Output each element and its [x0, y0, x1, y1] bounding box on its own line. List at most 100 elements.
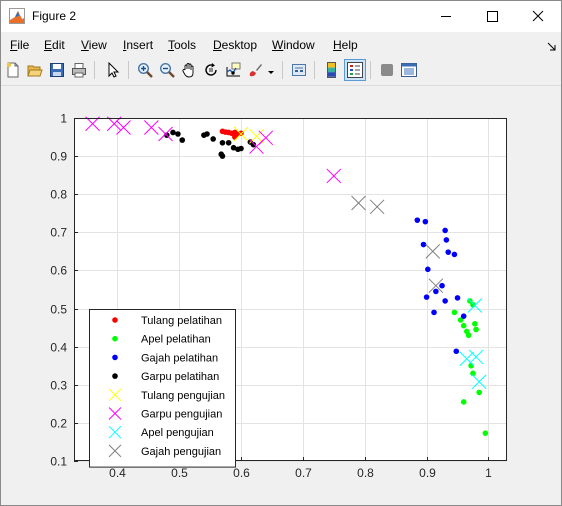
legend-marker — [108, 425, 122, 439]
y-tick-label: 0.6 — [50, 264, 67, 278]
title-bar[interactable]: Figure 2 — [1, 1, 561, 32]
menu-edit[interactable]: Edit — [44, 38, 65, 52]
x-tick-label: 0.7 — [295, 466, 312, 480]
data-point-x — [158, 126, 173, 142]
matlab-logo-icon — [9, 8, 25, 24]
data-point-x — [116, 120, 131, 135]
data-point — [460, 322, 467, 329]
data-point — [250, 141, 257, 148]
minimize-button[interactable] — [423, 1, 469, 32]
legend-marker — [112, 317, 118, 323]
figure-toolbar — [1, 56, 561, 86]
rotate-3d-icon[interactable] — [200, 59, 222, 81]
pan-hand-icon[interactable] — [178, 59, 200, 81]
data-point-x — [258, 130, 274, 146]
data-point — [445, 249, 452, 255]
data-point-x — [471, 374, 487, 390]
data-point — [179, 137, 186, 143]
data-point-x — [351, 195, 366, 211]
data-point — [431, 309, 437, 316]
legend-marker — [112, 373, 118, 379]
data-point — [232, 134, 238, 140]
data-point — [454, 295, 461, 301]
axes-box — [74, 118, 507, 461]
menu-insert[interactable]: Insert — [123, 38, 154, 52]
select-arrow-icon[interactable] — [102, 59, 124, 81]
figure-canvas[interactable]: 0.4 0.5 0.6 0.7 0.8 0.9 1 0.1 0.2 0.3 0.4 0.5 0.6 0.7… — [1, 86, 561, 505]
hide-plot-tools-icon[interactable] — [376, 59, 398, 81]
dock-arrow-icon[interactable] — [547, 39, 557, 57]
menu-tools[interactable]: Tools — [168, 38, 197, 52]
data-cursor-icon[interactable] — [222, 59, 244, 81]
show-plot-tools-icon[interactable] — [398, 59, 420, 81]
data-point — [175, 131, 181, 137]
maximize-button[interactable] — [469, 1, 515, 32]
legend-label: Apel pelatihan — [141, 334, 211, 346]
data-point — [219, 153, 226, 159]
y-tick-label: 0.3 — [50, 379, 67, 393]
data-point — [230, 144, 237, 151]
series-6 — [459, 298, 487, 390]
series-7 — [351, 195, 444, 294]
series-2 — [414, 217, 467, 355]
data-point — [482, 430, 489, 436]
data-point — [439, 282, 445, 289]
legend-label: Tulang pengujian — [141, 390, 225, 402]
link-plot-icon[interactable] — [288, 59, 310, 81]
data-point — [465, 332, 472, 339]
data-point — [443, 237, 450, 243]
legend-marker — [108, 444, 122, 458]
print-icon[interactable] — [68, 59, 90, 81]
y-tick-label: 0.7 — [50, 226, 67, 240]
colorbar-icon[interactable] — [322, 59, 344, 81]
data-point — [442, 227, 448, 234]
scatter-plot[interactable]: 0.4 0.5 0.6 0.7 0.8 0.9 1 0.1 0.2 0.3 0.4 0.5 0.6 0.7… — [1, 86, 561, 505]
brush-dropdown-icon[interactable] — [265, 59, 277, 81]
data-point-x — [143, 120, 159, 135]
data-point — [472, 321, 478, 327]
close-button[interactable] — [515, 1, 561, 32]
legend-icon[interactable] — [344, 59, 366, 81]
data-point-x — [326, 168, 342, 184]
y-tick-label: 0.9 — [50, 150, 67, 164]
new-figure-icon[interactable] — [2, 59, 24, 81]
zoom-out-icon[interactable] — [156, 59, 178, 81]
zoom-in-icon[interactable] — [134, 59, 156, 81]
data-point — [423, 294, 430, 300]
x-tick-label: 0.5 — [171, 466, 188, 480]
data-point-x — [249, 128, 264, 144]
data-point — [453, 348, 460, 355]
save-icon[interactable] — [46, 59, 68, 81]
legend-label: Tulang pelatihan — [141, 315, 222, 327]
data-point — [451, 309, 458, 316]
menu-bar: File Edit View Insert Tools Desktop Wind… — [1, 35, 561, 55]
legend-label: Garpu pengujian — [141, 409, 222, 421]
data-point-x — [467, 298, 483, 313]
menu-help[interactable]: Help — [333, 38, 358, 52]
data-point — [425, 266, 431, 273]
menu-view[interactable]: View — [81, 38, 107, 52]
data-point — [476, 389, 482, 396]
y-tick-label: 0.2 — [50, 417, 67, 431]
data-point — [457, 317, 464, 323]
window-title: Figure 2 — [32, 9, 77, 23]
menu-file[interactable]: File — [10, 38, 30, 52]
menu-desktop[interactable]: Desktop — [213, 38, 258, 52]
menu-window[interactable]: Window — [272, 38, 315, 52]
x-tick-label: 0.8 — [357, 466, 374, 480]
data-point-x — [106, 116, 122, 132]
data-point — [433, 288, 439, 295]
open-file-icon[interactable] — [24, 59, 46, 81]
legend-marker — [112, 354, 118, 361]
data-point — [420, 241, 427, 248]
x-tick-label: 0.6 — [233, 466, 250, 480]
series-5 — [85, 116, 342, 184]
legend-box[interactable] — [89, 309, 236, 468]
x-tick-label: 1 — [485, 466, 492, 480]
data-point-x — [425, 244, 441, 259]
data-point-x — [85, 116, 100, 132]
data-point — [470, 370, 476, 377]
axis-ticks: 0.4 0.5 0.6 0.7 0.8 0.9 1 0.1 0.2 0.3 0.4 0.5 0.6 0.7… — [50, 112, 492, 481]
brush-icon[interactable] — [244, 59, 266, 81]
